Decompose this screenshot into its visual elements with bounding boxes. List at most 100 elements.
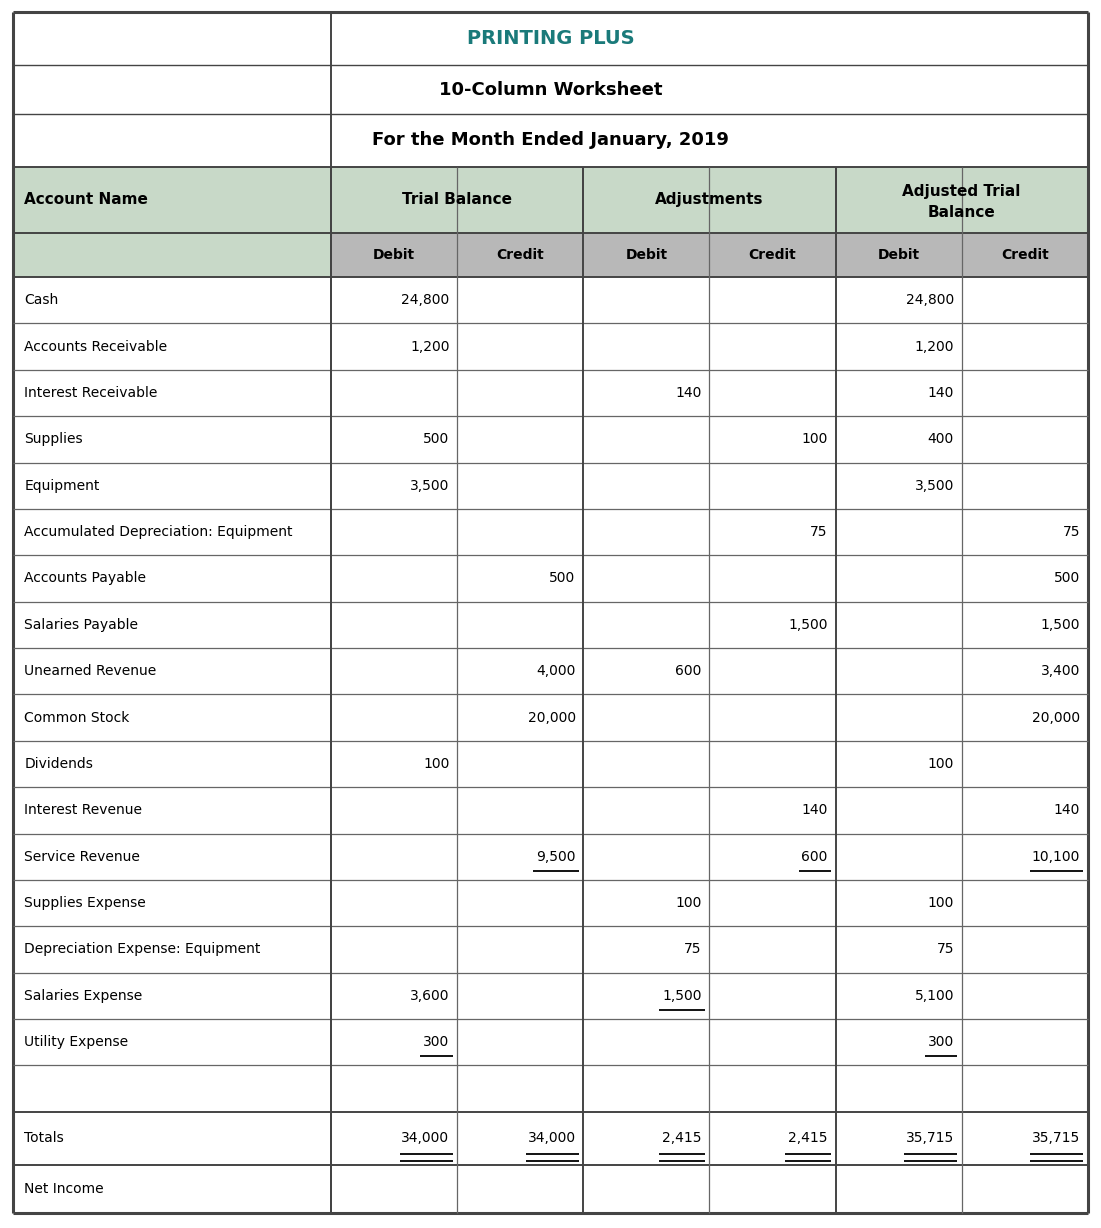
Text: 500: 500: [549, 571, 576, 586]
Bar: [13, 114, 1088, 167]
Text: 100: 100: [423, 756, 449, 771]
Text: 3,400: 3,400: [1040, 664, 1080, 678]
Bar: [13, 648, 1088, 694]
Text: Salaries Expense: Salaries Expense: [24, 989, 142, 1003]
Text: 500: 500: [1054, 571, 1080, 586]
Text: For the Month Ended January, 2019: For the Month Ended January, 2019: [372, 131, 729, 150]
Text: 100: 100: [675, 896, 701, 910]
Bar: [961, 232, 1088, 278]
Bar: [13, 463, 1088, 508]
Text: 20,000: 20,000: [527, 711, 576, 725]
Text: 35,715: 35,715: [906, 1131, 953, 1146]
Bar: [13, 278, 1088, 323]
Text: 34,000: 34,000: [402, 1131, 449, 1146]
Bar: [13, 65, 1088, 114]
Text: Dividends: Dividends: [24, 756, 94, 771]
Text: 1,200: 1,200: [915, 340, 953, 354]
Text: Accounts Receivable: Accounts Receivable: [24, 340, 167, 354]
Text: Credit: Credit: [749, 248, 796, 262]
Text: 5,100: 5,100: [915, 989, 953, 1003]
Text: 300: 300: [928, 1035, 953, 1049]
Text: 75: 75: [937, 943, 953, 957]
Text: Account Name: Account Name: [24, 193, 149, 208]
Text: Totals: Totals: [24, 1131, 64, 1146]
Bar: [13, 926, 1088, 973]
Text: 24,800: 24,800: [906, 293, 953, 307]
Text: 400: 400: [928, 432, 953, 446]
Text: Balance: Balance: [928, 205, 995, 220]
Text: Utility Expense: Utility Expense: [24, 1035, 129, 1049]
Text: 2,415: 2,415: [663, 1131, 701, 1146]
Text: 4,000: 4,000: [536, 664, 576, 678]
Text: Adjustments: Adjustments: [655, 193, 764, 208]
Text: Salaries Payable: Salaries Payable: [24, 618, 139, 632]
Text: Depreciation Expense: Equipment: Depreciation Expense: Equipment: [24, 943, 261, 957]
Text: 35,715: 35,715: [1032, 1131, 1080, 1146]
Text: 3,500: 3,500: [915, 479, 953, 492]
Text: 300: 300: [423, 1035, 449, 1049]
Bar: [13, 370, 1088, 416]
Text: 100: 100: [928, 896, 953, 910]
Bar: [709, 232, 836, 278]
Bar: [13, 880, 1088, 926]
Bar: [13, 834, 1088, 880]
Text: 3,600: 3,600: [410, 989, 449, 1003]
Bar: [13, 602, 1088, 648]
Bar: [13, 232, 331, 278]
Text: Credit: Credit: [1001, 248, 1048, 262]
Text: Debit: Debit: [877, 248, 919, 262]
Text: PRINTING PLUS: PRINTING PLUS: [467, 29, 634, 48]
Text: 100: 100: [802, 432, 828, 446]
Text: Cash: Cash: [24, 293, 58, 307]
Bar: [836, 232, 961, 278]
Text: 1,200: 1,200: [410, 340, 449, 354]
Text: Supplies: Supplies: [24, 432, 83, 446]
Bar: [13, 416, 1088, 463]
Bar: [13, 740, 1088, 787]
Text: 1,500: 1,500: [788, 618, 828, 632]
Text: 3,500: 3,500: [411, 479, 449, 492]
Text: 24,800: 24,800: [401, 293, 449, 307]
Text: 1,500: 1,500: [1040, 618, 1080, 632]
Bar: [13, 1066, 1088, 1111]
Text: 9,500: 9,500: [536, 850, 576, 863]
Text: Net Income: Net Income: [24, 1183, 103, 1196]
Text: Unearned Revenue: Unearned Revenue: [24, 664, 156, 678]
Bar: [13, 508, 1088, 555]
Text: 1,500: 1,500: [663, 989, 701, 1003]
Bar: [331, 232, 457, 278]
Text: 600: 600: [675, 664, 701, 678]
Bar: [13, 323, 1088, 370]
Text: Accounts Payable: Accounts Payable: [24, 571, 146, 586]
Bar: [13, 1019, 1088, 1066]
Text: 75: 75: [810, 526, 828, 539]
Text: Interest Receivable: Interest Receivable: [24, 386, 157, 400]
Text: 600: 600: [802, 850, 828, 863]
Text: 75: 75: [684, 943, 701, 957]
Text: 140: 140: [675, 386, 701, 400]
Bar: [13, 12, 1088, 65]
Text: Debit: Debit: [625, 248, 667, 262]
Bar: [13, 167, 1088, 232]
Text: Trial Balance: Trial Balance: [402, 193, 512, 208]
Bar: [584, 232, 709, 278]
Text: 140: 140: [802, 803, 828, 818]
Text: 2,415: 2,415: [788, 1131, 828, 1146]
Bar: [13, 973, 1088, 1019]
Text: Credit: Credit: [497, 248, 544, 262]
Text: 20,000: 20,000: [1032, 711, 1080, 725]
Bar: [13, 694, 1088, 740]
Text: 140: 140: [1054, 803, 1080, 818]
Bar: [13, 787, 1088, 834]
Text: Interest Revenue: Interest Revenue: [24, 803, 142, 818]
Bar: [457, 232, 584, 278]
Text: 34,000: 34,000: [527, 1131, 576, 1146]
Bar: [13, 1165, 1088, 1213]
Text: 75: 75: [1062, 526, 1080, 539]
Text: 10-Column Worksheet: 10-Column Worksheet: [439, 81, 662, 98]
Text: Debit: Debit: [373, 248, 415, 262]
Text: 500: 500: [423, 432, 449, 446]
Text: Equipment: Equipment: [24, 479, 99, 492]
Bar: [13, 555, 1088, 602]
Text: Adjusted Trial: Adjusted Trial: [903, 184, 1021, 199]
